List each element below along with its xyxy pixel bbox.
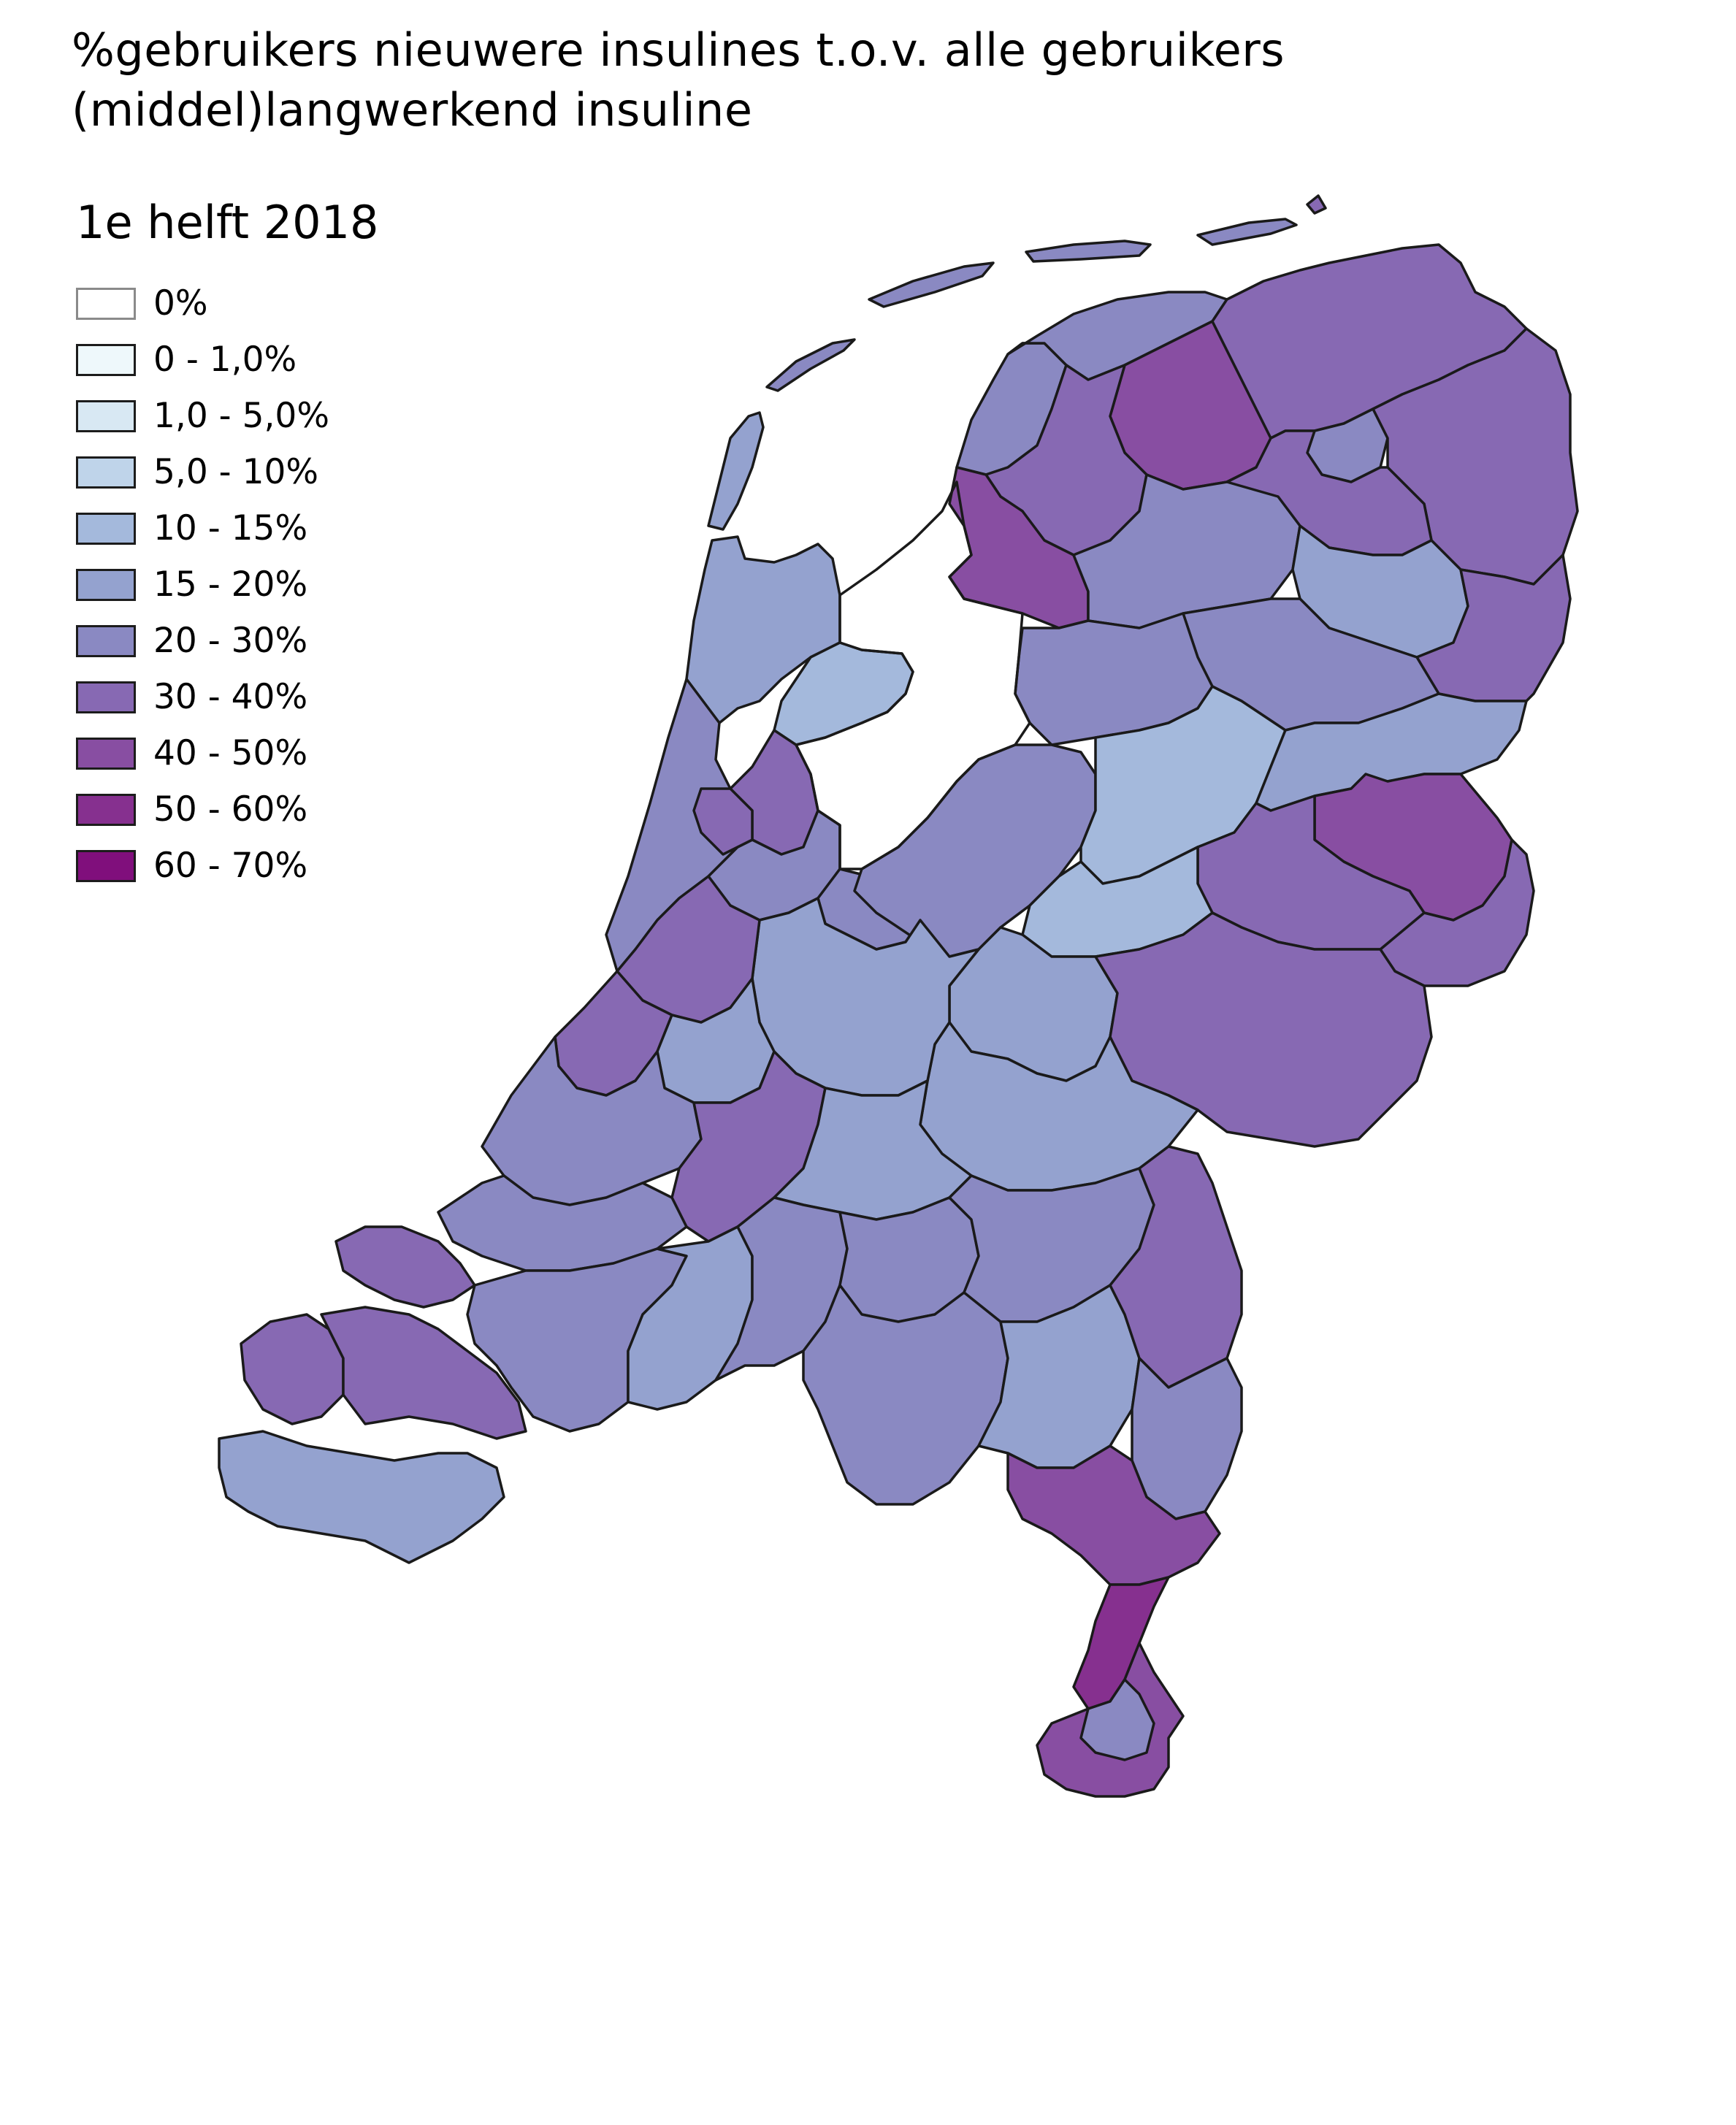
- legend-item: 60 - 70%: [76, 838, 379, 894]
- legend-swatch: [76, 681, 136, 713]
- legend-swatch: [76, 737, 136, 770]
- legend-item: 15 - 20%: [76, 556, 379, 613]
- legend-list: 0% 0 - 1,0% 1,0 - 5,0% 5,0 - 10% 10 - 15% 15 …: [76, 275, 379, 894]
- island-rottumeroog[interactable]: [1306, 194, 1327, 215]
- legend-item: 0%: [76, 275, 379, 332]
- legend-label: 30 - 40%: [153, 677, 308, 717]
- legend-label: 5,0 - 10%: [153, 452, 319, 492]
- legend-swatch: [76, 287, 136, 320]
- region-zeeuws-vlaanderen[interactable]: [218, 1430, 505, 1564]
- region-midden-limburg[interactable]: [1006, 1444, 1221, 1586]
- legend-item: 0 - 1,0%: [76, 332, 379, 388]
- legend-swatch: [76, 793, 136, 826]
- legend-title: 1e helft 2018: [76, 196, 379, 249]
- legend: 1e helft 2018 0% 0 - 1,0% 1,0 - 5,0% 5,0 - …: [76, 196, 379, 894]
- region-heuvelland[interactable]: [1079, 1678, 1155, 1761]
- legend-label: 0 - 1,0%: [153, 340, 297, 380]
- legend-item: 10 - 15%: [76, 500, 379, 556]
- legend-label: 40 - 50%: [153, 733, 308, 773]
- legend-swatch: [76, 624, 136, 657]
- region-zuid-beveland[interactable]: [320, 1306, 527, 1440]
- legend-label: 10 - 15%: [153, 508, 308, 548]
- legend-label: 20 - 30%: [153, 621, 308, 661]
- legend-swatch: [76, 568, 136, 601]
- legend-swatch: [76, 399, 136, 432]
- region-haarlemmermeer[interactable]: [692, 787, 754, 856]
- island-vlieland[interactable]: [765, 338, 856, 392]
- legend-item: 20 - 30%: [76, 613, 379, 669]
- legend-item: 30 - 40%: [76, 669, 379, 725]
- map-title: %gebruikers nieuwere insulines t.o.v. al…: [72, 23, 1285, 137]
- island-terschelling[interactable]: [868, 261, 995, 308]
- region-schouwen-duiveland[interactable]: [334, 1225, 476, 1309]
- legend-item: 5,0 - 10%: [76, 444, 379, 500]
- island-schiermonnikoog[interactable]: [1196, 218, 1298, 246]
- ijsselmeer-outline: [795, 480, 1031, 870]
- region-venlo[interactable]: [1131, 1357, 1243, 1520]
- legend-label: 60 - 70%: [153, 846, 308, 886]
- legend-item: 40 - 50%: [76, 725, 379, 781]
- region-goeree-overflakkee[interactable]: [437, 1174, 688, 1272]
- legend-swatch: [76, 849, 136, 882]
- legend-label: 0%: [153, 283, 208, 323]
- legend-swatch: [76, 456, 136, 489]
- region-texel[interactable]: [707, 411, 765, 531]
- legend-label: 1,0 - 5,0%: [153, 396, 329, 436]
- legend-swatch: [76, 512, 136, 545]
- legend-item: 50 - 60%: [76, 781, 379, 838]
- legend-label: 50 - 60%: [153, 789, 308, 830]
- island-ameland[interactable]: [1025, 240, 1152, 263]
- legend-item: 1,0 - 5,0%: [76, 388, 379, 444]
- legend-swatch: [76, 343, 136, 376]
- legend-label: 15 - 20%: [153, 564, 308, 605]
- region-walcheren[interactable]: [240, 1313, 345, 1425]
